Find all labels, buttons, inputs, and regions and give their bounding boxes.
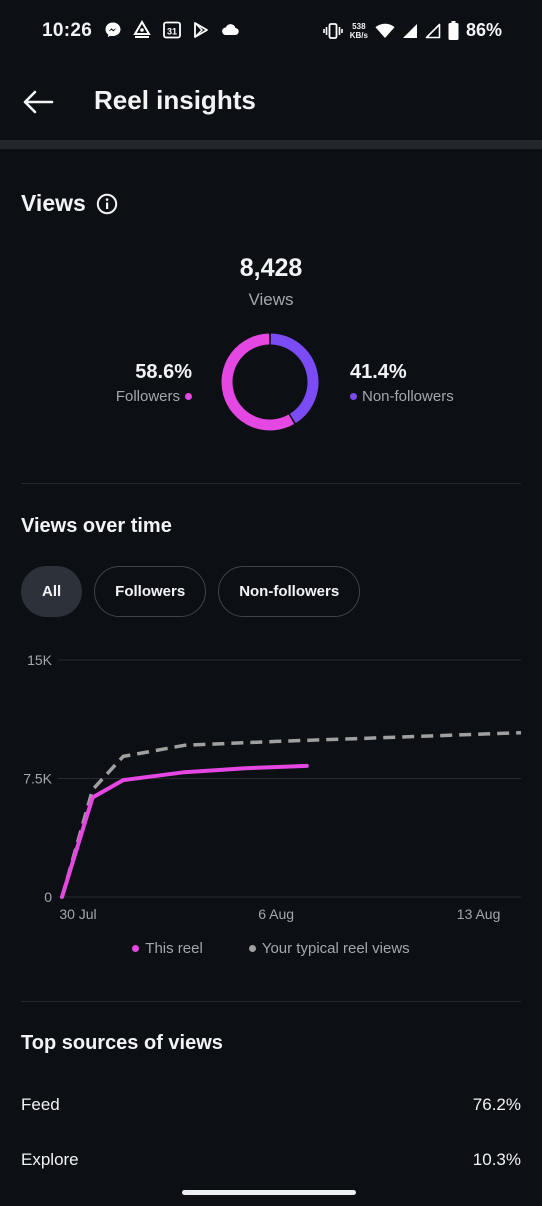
- filter-chip-all[interactable]: All: [21, 566, 83, 617]
- signal-outline-icon: [425, 23, 441, 38]
- info-button[interactable]: [96, 193, 118, 215]
- followers-label: Followers: [115, 388, 180, 405]
- nonfollowers-dot-icon: [350, 393, 357, 400]
- legend-label-this-reel: This reel: [145, 940, 203, 957]
- section-divider: [0, 140, 542, 149]
- battery-icon: [448, 21, 459, 40]
- legend-item-typical: Your typical reel views: [248, 940, 410, 957]
- this-reel-dot-icon: [132, 945, 140, 952]
- total-views-label: Views: [248, 290, 294, 309]
- views-over-time-heading: Views over time: [21, 515, 172, 537]
- typical-dot-icon: [248, 945, 256, 952]
- info-icon: [96, 193, 117, 214]
- views-section-heading: Views: [21, 190, 118, 217]
- back-button[interactable]: [16, 80, 60, 124]
- arrow-left-icon: [23, 90, 54, 114]
- nonfollowers-label: Non-followers: [362, 388, 454, 405]
- airtel-icon: [133, 20, 151, 38]
- battery-percent: 86%: [465, 20, 502, 40]
- nonfollowers-legend: Non-followers: [350, 388, 454, 405]
- views-over-time-chart: 0 7.5K 15K 30 Jul 6 Aug 13 Aug: [23, 652, 522, 922]
- app-bar: Reel insights: [0, 64, 542, 140]
- page-title: Reel insights: [94, 85, 256, 115]
- filter-chip-followers[interactable]: Followers: [94, 566, 207, 617]
- network-speed: 538 KB/s: [349, 21, 368, 40]
- y-tick-label: 0: [44, 889, 52, 905]
- source-value: 76.2%: [472, 1095, 521, 1114]
- status-bar: 10:26 31 538 KB/s 86%: [0, 0, 542, 64]
- cloud-icon: [222, 24, 239, 36]
- total-views-value: 8,428: [239, 254, 303, 282]
- y-tick-label: 15K: [27, 652, 53, 668]
- svg-text:31: 31: [167, 27, 177, 37]
- wifi-icon: [375, 23, 395, 38]
- calendar-icon: 31: [163, 21, 181, 39]
- chart-legend: This reel Your typical reel views: [0, 940, 542, 957]
- followers-stat: 58.6% Followers: [116, 361, 192, 405]
- source-row-explore: Explore 10.3%: [21, 1150, 521, 1170]
- nonfollowers-percent: 41.4%: [350, 361, 407, 383]
- legend-item-this-reel: This reel: [132, 940, 203, 957]
- filter-chip-nonfollowers[interactable]: Non-followers: [218, 566, 361, 617]
- x-tick-label: 30 Jul: [59, 906, 96, 922]
- nonfollowers-stat: 41.4% Non-followers: [350, 361, 454, 405]
- series-line-this-reel: [60, 763, 309, 899]
- y-tick-label: 7.5K: [23, 771, 52, 787]
- followers-legend: Followers: [116, 388, 192, 405]
- divider: [21, 1001, 521, 1002]
- followers-dot-icon: [185, 393, 192, 400]
- legend-label-typical: Your typical reel views: [261, 940, 410, 957]
- home-indicator[interactable]: [182, 1190, 356, 1195]
- messenger-icon: [105, 22, 121, 37]
- x-tick-label: 6 Aug: [258, 906, 294, 922]
- source-label: Explore: [21, 1150, 79, 1169]
- system-icons: 538 KB/s 86%: [322, 20, 502, 41]
- source-label: Feed: [21, 1095, 60, 1114]
- status-time: 10:26: [42, 20, 93, 41]
- donut-slice-followers: [221, 333, 295, 431]
- followers-percent: 58.6%: [135, 361, 192, 383]
- play-store-icon: [194, 22, 208, 38]
- source-value: 10.3%: [472, 1150, 521, 1169]
- views-heading-text: Views: [21, 190, 86, 216]
- series-line-typical: [60, 730, 522, 898]
- top-sources-heading: Top sources of views: [21, 1032, 223, 1054]
- signal-icon: [402, 23, 417, 38]
- donut-slice-nonfollowers: [270, 333, 319, 424]
- divider: [21, 483, 521, 484]
- followers-donut-chart: [221, 333, 319, 431]
- vibrate-icon: [322, 22, 343, 39]
- filter-chips: All Followers Non-followers: [21, 566, 361, 617]
- x-tick-label: 13 Aug: [457, 906, 501, 922]
- notification-icons: 31: [104, 20, 240, 40]
- source-row-feed: Feed 76.2%: [21, 1095, 521, 1115]
